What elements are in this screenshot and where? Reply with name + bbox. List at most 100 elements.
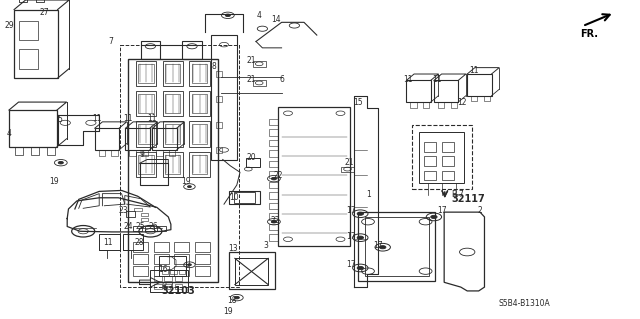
Bar xyxy=(111,150,118,156)
Bar xyxy=(138,155,154,174)
Bar xyxy=(138,94,154,113)
Bar xyxy=(253,61,266,67)
Bar xyxy=(442,156,454,166)
Bar xyxy=(442,171,454,180)
Text: 4: 4 xyxy=(257,11,262,20)
Bar xyxy=(138,64,154,83)
Bar xyxy=(471,96,477,101)
Bar xyxy=(47,147,55,155)
Text: 13: 13 xyxy=(228,244,238,253)
Bar xyxy=(216,96,222,102)
Bar xyxy=(278,107,350,246)
Bar xyxy=(164,284,172,289)
Text: 2: 2 xyxy=(477,206,483,215)
Circle shape xyxy=(58,161,63,164)
Circle shape xyxy=(271,220,276,223)
Bar xyxy=(406,80,431,102)
Bar xyxy=(211,35,237,160)
Bar xyxy=(175,284,182,289)
Text: 21: 21 xyxy=(246,56,255,65)
Bar xyxy=(141,218,148,221)
Bar xyxy=(163,91,183,116)
Bar xyxy=(133,226,142,231)
Text: 26: 26 xyxy=(148,222,159,231)
Bar xyxy=(19,0,27,2)
Text: S5B4-B1310A: S5B4-B1310A xyxy=(499,299,550,308)
Bar xyxy=(133,266,148,276)
Text: 17: 17 xyxy=(346,260,356,269)
Bar xyxy=(424,156,436,166)
Bar xyxy=(229,191,260,204)
Text: 21: 21 xyxy=(246,75,255,84)
Bar xyxy=(269,213,278,220)
Text: 12: 12 xyxy=(458,98,467,107)
Text: 1: 1 xyxy=(366,190,371,199)
Circle shape xyxy=(357,212,364,215)
Bar xyxy=(165,94,180,113)
Bar xyxy=(189,91,210,116)
Bar xyxy=(174,266,189,276)
Text: 18: 18 xyxy=(227,296,236,305)
Bar xyxy=(154,254,169,264)
Bar xyxy=(133,242,148,252)
Bar xyxy=(246,158,260,167)
Bar xyxy=(192,155,207,174)
Text: 29: 29 xyxy=(4,21,14,30)
Bar xyxy=(365,217,429,276)
Bar xyxy=(195,242,210,252)
Text: 22: 22 xyxy=(274,171,283,180)
Bar xyxy=(154,276,162,281)
Text: 14: 14 xyxy=(271,15,282,24)
Text: 27: 27 xyxy=(40,8,50,17)
Bar xyxy=(14,10,58,78)
Bar xyxy=(216,122,222,128)
Bar xyxy=(341,167,354,172)
Bar xyxy=(195,266,210,276)
Bar xyxy=(419,132,464,183)
Bar xyxy=(152,128,177,150)
Text: 21: 21 xyxy=(344,158,353,167)
Text: 25: 25 xyxy=(136,222,146,231)
Bar xyxy=(9,110,57,147)
Bar xyxy=(170,270,177,274)
Text: 3: 3 xyxy=(263,241,268,250)
Bar xyxy=(15,147,23,155)
Text: 19: 19 xyxy=(49,177,60,186)
Bar xyxy=(165,155,180,174)
Bar xyxy=(269,150,278,157)
Bar xyxy=(451,102,457,108)
Bar xyxy=(169,150,175,156)
Bar xyxy=(163,121,183,147)
Bar xyxy=(163,152,183,177)
Text: 11: 11 xyxy=(433,75,442,84)
Text: 11: 11 xyxy=(404,75,413,84)
Bar xyxy=(125,128,150,150)
Bar xyxy=(189,121,210,147)
Bar xyxy=(140,163,168,185)
Bar xyxy=(19,49,38,69)
Bar xyxy=(269,129,278,136)
Bar xyxy=(138,124,154,144)
Bar xyxy=(269,140,278,146)
Text: 11: 11 xyxy=(124,114,132,123)
Bar xyxy=(19,21,38,40)
Bar xyxy=(99,234,120,250)
Bar xyxy=(128,59,218,282)
Bar xyxy=(165,124,180,144)
Bar xyxy=(154,242,169,252)
Text: B-7: B-7 xyxy=(451,190,464,199)
Bar xyxy=(164,276,172,281)
Bar xyxy=(129,150,136,156)
Bar xyxy=(423,102,429,108)
Circle shape xyxy=(380,246,386,249)
Text: 17: 17 xyxy=(346,206,356,215)
Bar xyxy=(150,270,188,292)
Bar xyxy=(189,61,210,86)
Bar xyxy=(163,61,183,86)
Bar xyxy=(123,234,143,250)
Bar xyxy=(192,64,207,83)
Text: 9: 9 xyxy=(140,150,145,159)
Bar xyxy=(192,124,207,144)
Circle shape xyxy=(188,186,191,188)
Text: 32117: 32117 xyxy=(451,194,485,204)
